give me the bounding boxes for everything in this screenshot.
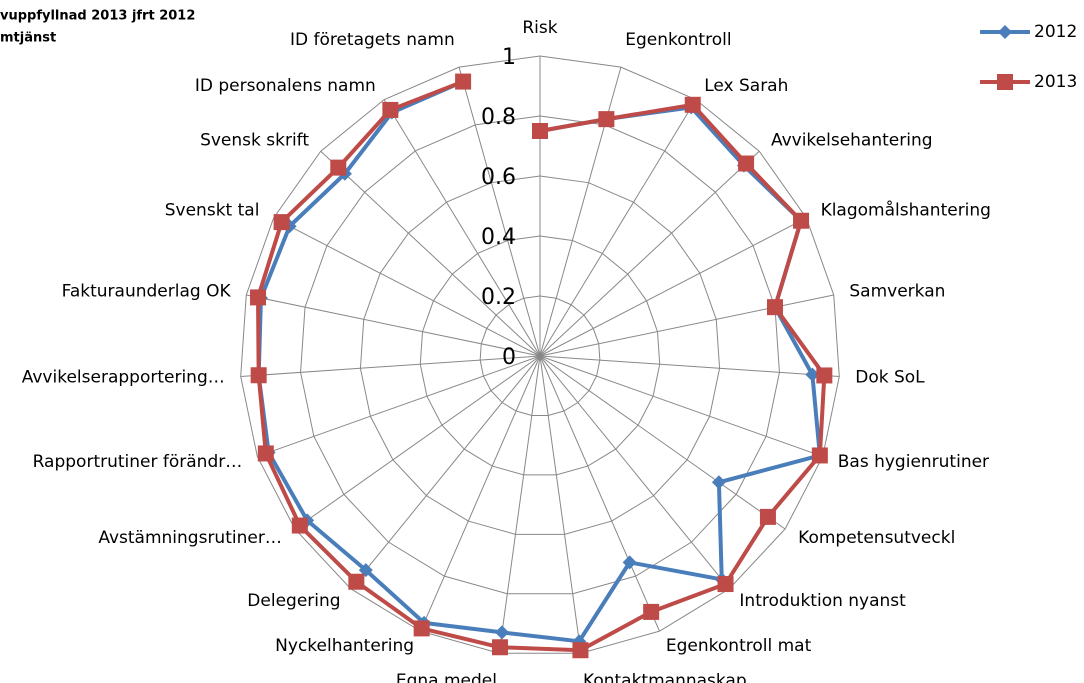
legend-marker <box>997 74 1013 90</box>
category-label: Fakturaunderlag OK <box>62 282 232 302</box>
category-label: Bas hygienrutiner <box>838 452 989 472</box>
spoke <box>350 355 541 590</box>
data-point <box>717 576 734 593</box>
category-label: Klagomålshantering <box>821 200 991 221</box>
data-point <box>684 96 701 113</box>
category-label: Avvikelserapportering… <box>22 368 225 388</box>
category-label: Svensk skrift <box>200 130 309 150</box>
spoke <box>498 355 541 654</box>
category-label: ID företagets namn <box>290 30 455 50</box>
data-point <box>495 625 510 640</box>
data-point <box>273 214 290 231</box>
spoke <box>539 355 840 377</box>
legend-label: 2012 <box>1034 22 1077 42</box>
spoke <box>539 150 760 357</box>
spoke <box>383 99 541 357</box>
spoke <box>420 355 541 632</box>
tick-label: 0 <box>502 345 516 370</box>
spoke <box>539 217 807 357</box>
data-point <box>622 555 637 570</box>
spoke <box>539 355 582 654</box>
category-label: Lex Sarah <box>704 76 788 96</box>
grid-ring <box>419 235 661 476</box>
category-label: Egna medel <box>396 671 497 683</box>
spoke <box>539 355 730 590</box>
data-point <box>382 101 399 118</box>
grid-ring <box>300 115 780 595</box>
category-label: Egenkontroll <box>625 30 731 50</box>
spoke <box>246 294 541 357</box>
category-label: Rapportrutiner förändr… <box>33 452 243 472</box>
tick-label: 0.4 <box>481 225 516 250</box>
data-point <box>738 155 755 172</box>
data-point <box>532 123 548 139</box>
category-label: Avvikelsehantering <box>771 130 933 150</box>
spoke <box>458 66 541 357</box>
category-label: Dok SoL <box>855 368 925 388</box>
category-label: ID personalens namn <box>195 76 376 96</box>
spoke <box>294 355 541 530</box>
data-point <box>250 289 267 306</box>
spoke <box>539 355 786 530</box>
data-point <box>257 445 274 462</box>
spoke <box>240 355 541 377</box>
category-label: Egenkontroll mat <box>666 636 812 656</box>
category-label: Delegering <box>247 591 340 611</box>
spoke <box>320 150 541 357</box>
grid-ring <box>359 175 721 535</box>
grid-ring <box>240 55 840 654</box>
legend-marker <box>998 25 1012 39</box>
category-label: Kontaktmannaskap <box>583 671 747 683</box>
data-point <box>413 620 430 637</box>
data-point <box>811 447 828 464</box>
category-label: Samverkan <box>849 282 945 302</box>
spoke <box>539 355 823 457</box>
chart-title: mtjänst <box>0 31 56 46</box>
data-point <box>250 367 267 384</box>
category-label: Introduktion nyanst <box>739 591 906 611</box>
spoke <box>257 355 541 457</box>
category-label: Risk <box>522 18 557 38</box>
spoke <box>539 294 834 357</box>
tick-label: 1 <box>502 45 516 70</box>
data-point <box>358 563 373 578</box>
data-point <box>598 111 615 128</box>
data-point <box>711 475 726 490</box>
data-point <box>291 517 308 534</box>
tick-label: 0.2 <box>481 285 516 310</box>
data-point <box>805 367 820 382</box>
tick-label: 0.6 <box>481 165 516 190</box>
category-label: Svenskt tal <box>165 201 260 221</box>
data-point <box>572 642 589 659</box>
spoke <box>539 99 697 357</box>
spoke <box>273 217 541 357</box>
data-point <box>330 159 347 176</box>
data-point <box>816 367 833 384</box>
category-label: Nyckelhantering <box>275 636 414 656</box>
data-point <box>455 73 472 90</box>
tick-label: 0.8 <box>481 105 516 130</box>
category-label: Avstämningsrutiner… <box>98 528 282 548</box>
chart-title: vuppfyllnad 2013 jfrt 2012 <box>0 9 195 24</box>
data-point <box>759 508 776 525</box>
data-point <box>766 299 783 316</box>
spoke <box>539 355 660 632</box>
data-point <box>491 639 508 656</box>
category-label: Kompetensutveckl <box>798 528 955 548</box>
legend-label: 2013 <box>1034 72 1077 92</box>
grid-ring <box>479 295 601 416</box>
data-point <box>348 573 365 590</box>
data-point <box>793 212 810 229</box>
data-point <box>643 603 660 620</box>
